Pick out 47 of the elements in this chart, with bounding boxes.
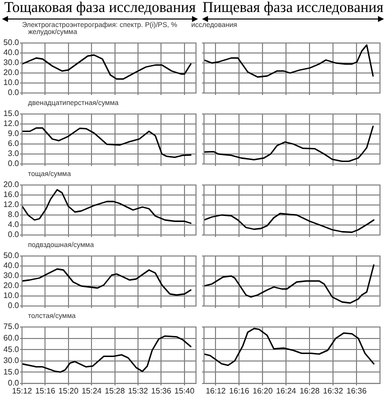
x-tick-label: 15:36 xyxy=(151,386,172,396)
text: Тощаковая фаза исследования xyxy=(3,0,197,17)
y-tick-label: 20.0 xyxy=(3,180,20,190)
y-tick-label: 12.0 xyxy=(3,200,20,210)
y-tick-label: 50.0 xyxy=(3,38,20,48)
y-tick-label: 50.0 xyxy=(3,251,20,260)
y-tick-label: 0.0 xyxy=(8,159,20,168)
y-tick-label: 15.0 xyxy=(3,109,20,118)
y-tick-label: 30.0 xyxy=(3,58,20,68)
y-tick-label: 4.0 xyxy=(8,220,20,230)
x-tick-label: 16:16 xyxy=(229,386,250,396)
y-tick-label: 30.0 xyxy=(3,356,20,366)
x-tick-label: 16:36 xyxy=(346,386,368,396)
y-tick-label: 6.0 xyxy=(8,139,20,148)
y-tick-label: 10.0 xyxy=(3,78,20,88)
y-tick-label: 75.0 xyxy=(3,322,20,332)
y-tick-label: 40.0 xyxy=(3,48,20,58)
x-tick-label: 15:24 xyxy=(82,386,102,396)
x-tick-label: 16:32 xyxy=(323,386,344,396)
x-tick-label: 16:24 xyxy=(276,386,297,396)
y-tick-label: 9.0 xyxy=(8,129,20,138)
y-tick-label: 0.0 xyxy=(8,378,20,388)
y-tick-label: 15.0 xyxy=(3,367,20,376)
y-tick-label: 40.0 xyxy=(3,261,20,270)
x-tick-label: 15:40 xyxy=(174,386,195,396)
x-tick-label: 15:12 xyxy=(12,386,33,396)
y-tick-label: 20.0 xyxy=(3,68,20,78)
x-tick-label: 15:28 xyxy=(104,386,126,396)
x-tick-label: 16:12 xyxy=(206,386,226,396)
y-tick-label: 0.0 xyxy=(8,88,20,98)
x-tick-label: 16:28 xyxy=(300,386,320,396)
y-tick-label: 8.0 xyxy=(8,210,20,220)
x-tick-label: 15:20 xyxy=(58,386,79,396)
y-tick-label: 10.0 xyxy=(3,291,20,300)
y-tick-label: 12.0 xyxy=(3,119,20,128)
y-tick-label: 45.0 xyxy=(3,344,20,354)
y-tick-label: 20.0 xyxy=(3,281,20,290)
x-tick-label: 15:32 xyxy=(128,386,149,396)
y-tick-label: 0.0 xyxy=(8,301,20,310)
text: Пищевая фаза исследования xyxy=(202,0,384,17)
x-tick-label: 16:20 xyxy=(252,386,274,396)
y-tick-label: 60.0 xyxy=(3,333,20,342)
y-tick-label: 16.0 xyxy=(3,190,20,200)
y-tick-label: 3.0 xyxy=(8,149,20,158)
y-tick-label: 30.0 xyxy=(3,271,20,280)
y-tick-label: 0.0 xyxy=(8,230,20,240)
x-tick-label: 15:16 xyxy=(35,386,56,396)
